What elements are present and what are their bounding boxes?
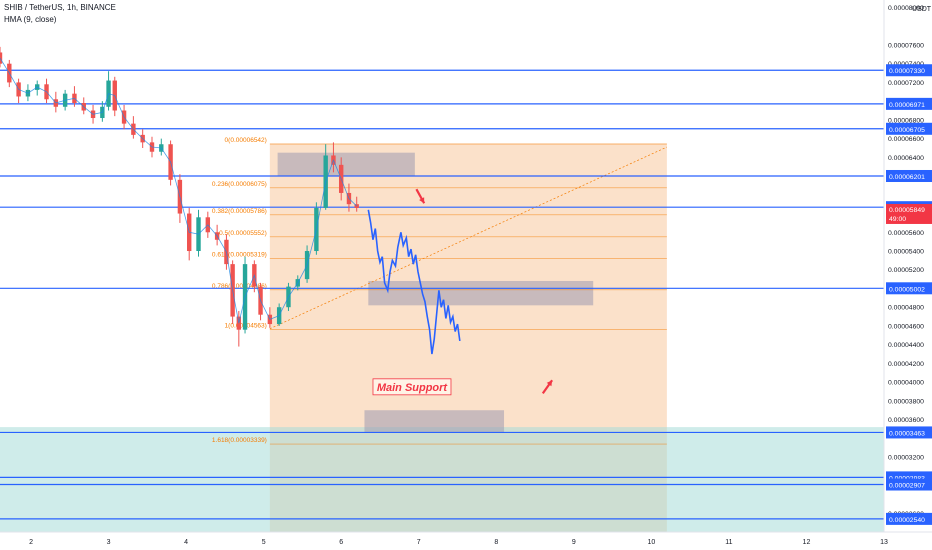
bar-countdown: 49:00 bbox=[889, 216, 906, 223]
time-tick-label: 8 bbox=[494, 539, 498, 546]
time-tick-label: 4 bbox=[184, 539, 188, 546]
level-price-tag bbox=[886, 478, 932, 491]
price-tick-label: 0.00003600 bbox=[888, 417, 924, 424]
level-price-tag bbox=[886, 122, 932, 135]
candle-body bbox=[0, 52, 3, 64]
level-price-tag-text: 0.00006201 bbox=[889, 174, 925, 181]
time-tick-label: 5 bbox=[262, 539, 266, 546]
price-tick-label: 0.00005600 bbox=[888, 230, 924, 237]
price-tick-label: 0.00003800 bbox=[888, 398, 924, 405]
hma-line bbox=[0, 57, 357, 324]
level-price-tag bbox=[886, 64, 932, 77]
support-zone bbox=[0, 427, 884, 532]
fib-level-label: 0(0.00006542) bbox=[225, 137, 267, 144]
consolidation-box bbox=[368, 280, 594, 306]
price-tick-label: 0.00004800 bbox=[888, 305, 924, 312]
level-price-tag bbox=[886, 97, 932, 110]
level-price-tag bbox=[886, 282, 932, 295]
fib-level-label: 0.618(0.00005319) bbox=[212, 252, 267, 259]
level-price-tag bbox=[886, 512, 932, 525]
consolidation-box bbox=[364, 410, 505, 433]
consolidation-box bbox=[277, 152, 415, 177]
time-tick-label: 6 bbox=[339, 539, 343, 546]
level-price-tag-text: 0.00005002 bbox=[889, 286, 925, 293]
level-price-tag-text: 0.00007330 bbox=[889, 68, 925, 75]
level-price-tag bbox=[886, 169, 932, 182]
price-tick-label: 0.00007200 bbox=[888, 80, 924, 87]
time-tick-label: 7 bbox=[417, 539, 421, 546]
time-tick-label: 2 bbox=[29, 539, 33, 546]
indicator-legend: HMA (9, close) bbox=[4, 15, 57, 24]
level-price-tag-text: 0.00003463 bbox=[889, 430, 925, 437]
fib-level-label: 0.786(0.00004986) bbox=[212, 283, 267, 290]
fib-level-label: 1.618(0.00003339) bbox=[212, 437, 267, 444]
price-tick-label: 0.00008000 bbox=[888, 5, 924, 12]
fib-trend-line bbox=[269, 146, 668, 330]
last-price-tag bbox=[886, 203, 932, 224]
fib-level-label: 0.5(0.00005552) bbox=[219, 230, 267, 237]
price-axis bbox=[884, 0, 932, 550]
time-tick-label: 3 bbox=[107, 539, 111, 546]
time-tick-label: 9 bbox=[572, 539, 576, 546]
price-tick-label: 0.00004000 bbox=[888, 380, 924, 387]
arrow-head bbox=[419, 197, 425, 204]
last-price-text: 0.00005849 bbox=[889, 207, 925, 214]
time-tick-label: 12 bbox=[803, 539, 811, 546]
price-tick-label: 0.00004400 bbox=[888, 342, 924, 349]
level-price-tag bbox=[886, 426, 932, 439]
price-tick-label: 0.00003200 bbox=[888, 455, 924, 462]
arrow-head bbox=[546, 380, 553, 387]
price-tick-label: 0.00004600 bbox=[888, 323, 924, 330]
level-price-tag-text: 0.00002907 bbox=[889, 483, 925, 490]
price-tick-label: 0.00006600 bbox=[888, 136, 924, 143]
chart-symbol-title: SHIB / TetherUS, 1h, BINANCE bbox=[4, 3, 116, 12]
price-tick-label: 0.00007600 bbox=[888, 42, 924, 49]
price-tick-label: 0.00004200 bbox=[888, 361, 924, 368]
time-tick-label: 13 bbox=[880, 539, 888, 546]
annotation-box bbox=[372, 378, 452, 396]
level-price-tag-text: 0.00002540 bbox=[889, 517, 925, 524]
main-support-label: Main Support bbox=[377, 382, 449, 394]
level-price-tag-text: 0.00006971 bbox=[889, 102, 925, 109]
price-tick-label: 0.00005400 bbox=[888, 249, 924, 256]
price-tick-label: 0.00006400 bbox=[888, 155, 924, 162]
time-tick-label: 10 bbox=[647, 539, 655, 546]
price-tick-label: 0.00006800 bbox=[888, 117, 924, 124]
fib-level-label: 0.382(0.00005786) bbox=[212, 208, 267, 215]
price-tick-label: 0.00005200 bbox=[888, 267, 924, 274]
level-price-tag-text: 0.00006705 bbox=[889, 127, 925, 134]
fib-level-label: 0.236(0.00006075) bbox=[212, 181, 267, 188]
quote-unit-label: USDT bbox=[912, 6, 932, 13]
time-axis bbox=[0, 532, 932, 550]
time-tick-label: 11 bbox=[725, 539, 732, 546]
projection-path bbox=[367, 209, 461, 355]
